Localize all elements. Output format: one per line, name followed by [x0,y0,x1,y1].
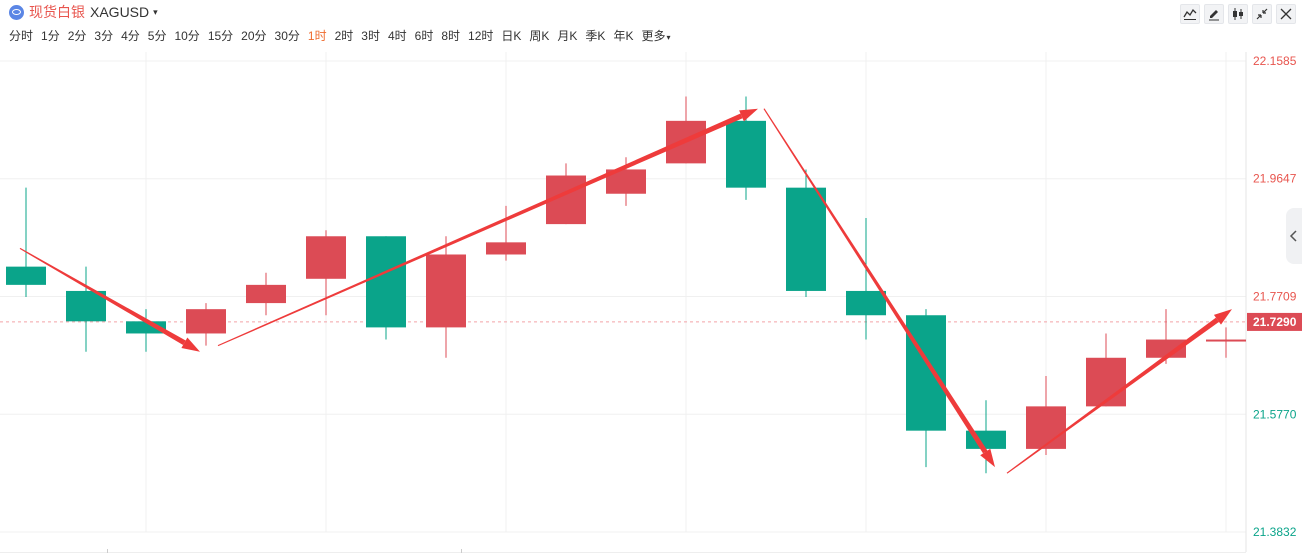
period-tab[interactable]: 分时 [9,29,34,43]
candle-body [1206,339,1246,342]
candle-body [1086,357,1126,407]
candle-body [366,236,406,328]
period-tab[interactable]: 年K [613,29,634,43]
period-tab[interactable]: 月K [557,29,578,43]
close-icon [1280,8,1292,20]
chevron-down-icon: ▾ [666,33,671,42]
candle-body [846,290,886,316]
period-tab[interactable]: 季K [585,29,606,43]
period-tab[interactable]: 周K [529,29,550,43]
trend-arrow-head [980,448,995,468]
candlestick-chart[interactable]: 22.1585 21.9647 21.7709 21.5770 21.3832 21.72… [0,52,1302,552]
trend-arrow-shaft [217,113,743,347]
symbol-selector[interactable]: 现货白银 XAGUSD ▾ [9,3,158,21]
candle-body [426,254,466,328]
candle-body [906,315,946,431]
trend-arrow-shaft [763,108,988,454]
period-tab[interactable]: 2分 [67,29,87,43]
chart-header: 现货白银 XAGUSD ▾ [0,0,1302,24]
period-tab[interactable]: 10分 [174,29,200,43]
draw-tool-button[interactable] [1204,4,1224,24]
line-chart-button[interactable] [1180,4,1200,24]
current-price-label: 21.7290 [1253,315,1297,329]
period-tab[interactable]: 1分 [41,29,60,43]
x-axis-tick [461,549,462,553]
period-tab[interactable]: 4分 [121,29,140,43]
candle-body [6,266,46,285]
y-axis-tick-label: 21.7709 [1253,289,1297,303]
candlestick-button[interactable] [1228,4,1248,24]
candle-body [66,290,106,322]
instrument-name: 现货白银 [29,4,85,20]
collapse-button[interactable] [1252,4,1272,24]
period-tab[interactable]: 日K [501,29,522,43]
candle-body [246,284,286,304]
instrument-symbol: XAGUSD [90,4,150,20]
period-tab[interactable]: 3时 [361,29,380,43]
close-button[interactable] [1276,4,1296,24]
period-tabs: 分时 1分 2分 3分 4分 5分 10分 15分 20分 30分 1时 2时 3时 4时 6时 8时 12时日… [9,28,678,46]
more-periods-label: 更多 [641,29,666,43]
period-tab[interactable]: 12时 [468,29,494,43]
period-tab[interactable]: 4时 [387,29,407,43]
x-axis-tick [107,549,108,553]
candle-body [486,242,526,255]
candle-body [726,120,766,188]
trend-arrow-head [739,108,758,122]
line-chart-icon [1183,8,1197,20]
period-tab[interactable]: 1时 [307,29,327,43]
period-tab[interactable]: 5分 [147,29,167,43]
period-tab[interactable]: 30分 [274,29,300,43]
trend-arrow-shaft [1006,317,1219,474]
chart-toolbar [1176,4,1296,24]
period-tab[interactable]: 2时 [334,29,354,43]
period-tab[interactable]: 6时 [414,29,434,43]
silver-icon [9,4,24,20]
more-periods-dropdown[interactable]: 更多▾ [641,28,670,46]
candlestick-icon [1233,8,1243,20]
x-axis-line [0,552,1246,553]
candle-body [1026,406,1066,449]
side-panel-toggle[interactable] [1286,208,1302,264]
candle-body [1146,339,1186,358]
current-price-badge [1247,312,1302,331]
y-axis-tick-label: 21.3832 [1253,525,1297,539]
collapse-icon [1256,8,1268,20]
chevron-left-icon [1289,230,1297,242]
trend-arrow-head [181,337,200,352]
period-tab[interactable]: 15分 [207,29,234,43]
draw-pen-icon [1209,10,1219,21]
y-axis-tick-label: 22.1585 [1253,54,1297,68]
y-axis-tick-label: 21.9647 [1253,172,1297,186]
trend-arrow-shaft [19,247,186,345]
trend-arrow-head [1213,309,1232,325]
candle-body [306,236,346,279]
chevron-down-icon: ▾ [153,6,158,17]
y-axis-tick-label: 21.5770 [1253,407,1297,421]
period-tab[interactable]: 8时 [441,29,461,43]
period-tab[interactable]: 3分 [94,29,114,43]
period-tab[interactable]: 20分 [241,29,267,43]
candle-body [786,187,826,291]
candle-body [186,309,226,334]
